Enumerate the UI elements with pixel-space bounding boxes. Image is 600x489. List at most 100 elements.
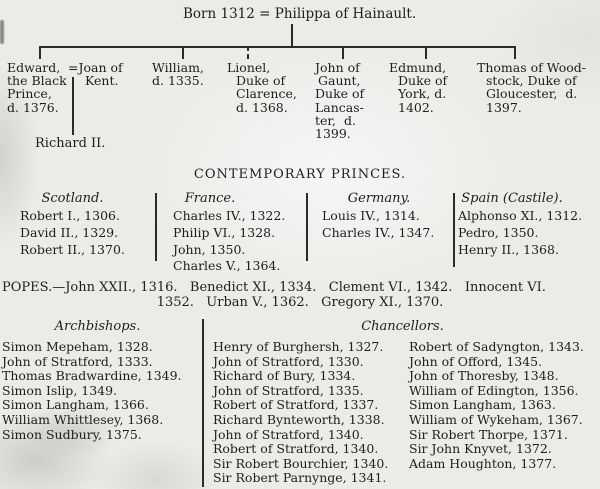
text-line: ter, d. xyxy=(315,112,356,128)
popes-line-2: 1352. Urban V., 1362. Gregory XI., 1370. xyxy=(156,295,444,310)
text-line: Gaunt, xyxy=(318,73,361,89)
spouse-joan-of-kent: =Joan of Kent. xyxy=(68,60,123,89)
text-line: 1399. xyxy=(315,126,351,142)
germany-list: Louis IV., 1314. Charles IV., 1347. xyxy=(322,208,434,242)
france-list: Charles IV., 1322. Philip VI., 1328. Joh… xyxy=(173,208,285,275)
list-item: Robert of Sadyngton, 1343. xyxy=(409,339,584,354)
text-line: d. 1376. xyxy=(7,99,59,115)
text-line: John of xyxy=(315,60,360,75)
list-item: Sir Robert Bourchier, 1340. xyxy=(213,455,389,471)
list-item: Adam Houghton, 1377. xyxy=(409,455,557,471)
list-item: Pedro, 1350. xyxy=(458,224,539,240)
text-line: d. 1368. xyxy=(236,99,288,115)
scan-smudge xyxy=(0,20,4,44)
text-line: Duke of xyxy=(398,73,448,89)
princes-divider-1 xyxy=(155,193,157,261)
officials-divider xyxy=(202,319,204,487)
child-john-of-gaunt: John of Gaunt, Duke of Lancas- ter, d. 1… xyxy=(315,61,364,140)
list-item: Robert II., 1370. xyxy=(20,241,125,257)
list-item: Charles IV., 1347. xyxy=(322,224,435,240)
text-line: Gloucester, d. xyxy=(486,86,578,102)
chancellors-list-col1: Henry of Burghersh, 1327. John of Stratf… xyxy=(213,339,389,486)
column-header-germany: Germany. xyxy=(347,191,411,206)
marriage-descent-line xyxy=(72,77,74,135)
tree-tick-lionel xyxy=(247,46,251,59)
princes-heading: CONTEMPORARY PRINCES. xyxy=(193,167,407,182)
column-header-spain: Spain (Castile). xyxy=(461,191,563,206)
list-item: Louis IV., 1314. xyxy=(322,208,420,223)
list-item: John of Stratford, 1335. xyxy=(213,382,364,398)
text-line: d. 1335. xyxy=(152,73,204,89)
list-item: John of Stratford, 1340. xyxy=(213,426,364,442)
text-line: Edmund, xyxy=(389,60,447,75)
list-item: Alphonso XI., 1312. xyxy=(458,208,583,223)
list-item: Thomas Bradwardine, 1349. xyxy=(2,368,182,384)
text-line: stock, Duke of xyxy=(486,73,577,89)
text-line: 1402. xyxy=(398,99,434,115)
list-item: William of Wykeham, 1367. xyxy=(409,411,583,427)
list-item: John of Offord, 1345. xyxy=(409,353,543,369)
archbishops-list: Simon Mepeham, 1328. John of Stratford, … xyxy=(2,339,182,442)
column-header-france: France. xyxy=(184,191,236,206)
list-item: Charles IV., 1322. xyxy=(173,208,286,223)
list-item: Simon Langham, 1366. xyxy=(2,397,149,413)
text-line: Duke of xyxy=(315,86,365,102)
tree-tick-edward xyxy=(39,46,41,59)
text-line: the Black xyxy=(7,73,67,89)
child-thomas-of-woodstock: Thomas of Wood- stock, Duke of Glouceste… xyxy=(477,61,586,114)
tree-tick-edmund xyxy=(425,46,427,59)
text-line: Kent. xyxy=(85,73,119,89)
list-item: Simon Mepeham, 1328. xyxy=(2,339,153,354)
princes-divider-3 xyxy=(453,193,455,267)
tree-root-line xyxy=(291,24,293,47)
chancellors-header: Chancellors. xyxy=(361,319,444,334)
list-item: Richard Bynteworth, 1338. xyxy=(213,411,385,427)
child-edward-black-prince: Edward, the Black Prince, d. 1376. xyxy=(7,61,67,114)
column-header-scotland: Scotland. xyxy=(41,191,104,206)
text-line: Duke of xyxy=(236,73,286,89)
text-line: =Joan of xyxy=(68,60,123,75)
list-item: Simon Langham, 1363. xyxy=(409,397,556,413)
text-line: Prince, xyxy=(7,86,52,102)
text-line: William, xyxy=(152,60,204,75)
child-edmund: Edmund, Duke of York, d. 1402. xyxy=(389,61,447,114)
child-lionel: Lionel, Duke of Clarence, d. 1368. xyxy=(227,61,297,114)
list-item: Robert of Stratford, 1340. xyxy=(213,441,379,457)
tree-tick-john xyxy=(342,46,344,59)
list-item: Philip VI., 1328. xyxy=(173,224,276,240)
list-item: William of Edington, 1356. xyxy=(409,382,579,398)
chancellors-list-col2: Robert of Sadyngton, 1343. John of Offor… xyxy=(409,339,584,471)
tree-tick-william xyxy=(182,46,184,59)
text-line: Thomas of Wood- xyxy=(477,60,587,75)
grandchild-richard-ii: Richard II. xyxy=(35,136,106,151)
list-item: Sir Robert Parnynge, 1341. xyxy=(213,470,387,486)
text-line: Edward, xyxy=(7,60,61,75)
list-item: Charles V., 1364. xyxy=(173,258,281,274)
spain-list: Alphonso XI., 1312. Pedro, 1350. Henry I… xyxy=(458,208,582,258)
scotland-list: Robert I., 1306. David II., 1329. Robert… xyxy=(20,208,125,258)
list-item: John of Stratford, 1330. xyxy=(213,353,364,369)
text-line: York, d. xyxy=(398,86,447,102)
list-item: Robert of Stratford, 1337. xyxy=(213,397,379,413)
tree-title: Born 1312 = Philippa of Hainault. xyxy=(183,6,417,22)
text-line: Lancas- xyxy=(315,99,364,115)
list-item: John of Thoresby, 1348. xyxy=(409,368,559,384)
list-item: Henry of Burghersh, 1327. xyxy=(213,339,384,354)
list-item: John, 1350. xyxy=(173,241,246,257)
list-item: William Whittlesey, 1368. xyxy=(2,411,164,427)
text-line: Clarence, xyxy=(236,86,297,102)
text-line: Lionel, xyxy=(227,60,271,75)
list-item: Simon Sudbury, 1375. xyxy=(2,426,142,442)
list-item: Richard of Bury, 1334. xyxy=(213,368,356,384)
list-item: Sir John Knyvet, 1372. xyxy=(409,441,552,457)
popes-line-1: POPES.—John XXII., 1316. Benedict XI., 1… xyxy=(2,280,546,295)
tree-horizontal-line xyxy=(39,46,516,48)
list-item: Simon Islip, 1349. xyxy=(2,382,118,398)
list-item: Sir Robert Thorpe, 1371. xyxy=(409,426,568,442)
archbishops-header: Archbishops. xyxy=(54,319,141,334)
tree-tick-thomas xyxy=(514,46,516,59)
child-william: William, d. 1335. xyxy=(152,60,204,89)
text-line: 1397. xyxy=(486,99,522,115)
princes-divider-2 xyxy=(306,193,308,261)
